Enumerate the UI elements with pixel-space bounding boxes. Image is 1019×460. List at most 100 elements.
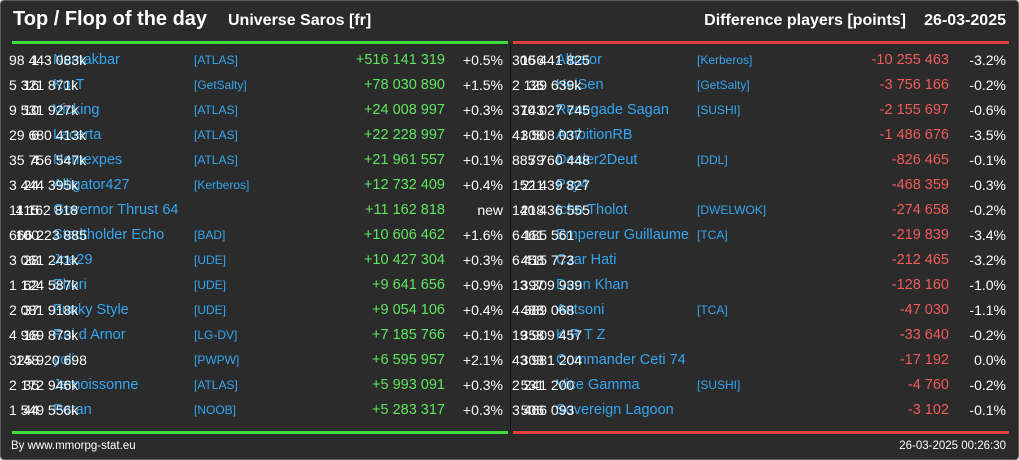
player-rank: 37	[23, 302, 39, 318]
percent-change: +1.6%	[462, 227, 503, 243]
player-points: 152 439 827	[512, 177, 590, 193]
player-name-link[interactable]: Renegade Sagan	[556, 102, 669, 118]
alliance-tag-link[interactable]: [GetSalty]	[194, 78, 247, 92]
points-difference: -3 756 166	[879, 77, 949, 93]
alliance-tag-link[interactable]: [UDE]	[194, 303, 227, 317]
points-difference: -33 640	[899, 327, 949, 343]
percent-change: +0.1%	[462, 327, 503, 343]
percent-change: -0.2%	[969, 77, 1006, 93]
alliance-tag-link[interactable]: [DDL]	[697, 153, 728, 167]
percent-change: +0.3%	[462, 252, 503, 268]
player-name-link[interactable]: Antsoni	[556, 302, 605, 318]
player-rank: 10	[23, 102, 39, 118]
alliance-tag-link[interactable]: [TCA]	[697, 303, 728, 317]
alliance-tag-link[interactable]: [NOOB]	[194, 403, 237, 417]
player-rank: 6	[31, 127, 39, 143]
alliance-tag-link[interactable]: [BAD]	[194, 228, 226, 242]
player-name-link[interactable]: Jemoissonne	[53, 377, 139, 393]
player-name-link[interactable]: Nemakbar	[53, 52, 120, 68]
player-rank: 16	[23, 77, 39, 93]
percent-change: +0.1%	[462, 152, 503, 168]
percent-change: 0.0%	[974, 352, 1006, 368]
table-row: 79 Dealer2Deut [DDL] 885 760 448 -826 465 -0.…	[512, 148, 1012, 173]
player-name-link[interactable]: Icho Tholot	[556, 202, 628, 218]
player-name-link[interactable]: yoli	[53, 352, 75, 368]
alliance-tag-link[interactable]: [LG-DV]	[194, 328, 238, 342]
table-row: 24 Alligator427 [Kerberos] 3 444 395k +12 73…	[9, 173, 509, 198]
percent-change: -3.4%	[969, 227, 1006, 243]
player-name-link[interactable]: Joe29	[53, 252, 93, 268]
alliance-tag-link[interactable]: [ATLAS]	[194, 128, 238, 142]
alliance-tag-link[interactable]: [PWPW]	[194, 353, 240, 367]
points-difference: +21 961 557	[363, 152, 445, 168]
player-name-link[interactable]: Commander Ceti 74	[556, 352, 686, 368]
alliance-tag-link[interactable]: [UDE]	[194, 253, 227, 267]
percent-change: -1.0%	[969, 277, 1006, 293]
player-points: 13 309 939	[512, 277, 583, 293]
player-points: 43 981 204	[512, 352, 583, 368]
player-name-link[interactable]: Lacerta	[53, 127, 102, 143]
percent-change: -3.2%	[969, 252, 1006, 268]
alliance-tag-link[interactable]: [ATLAS]	[194, 103, 238, 117]
alliance-tag-link[interactable]: [UDE]	[194, 278, 227, 292]
table-row: 44 Poran [NOOB] 1 549 556k +5 283 317 +0.3%	[9, 398, 509, 423]
player-name-link[interactable]: Stadtholder Echo	[53, 227, 165, 243]
alliance-tag-link[interactable]: [SUSHI]	[697, 378, 741, 392]
points-difference: +12 732 409	[363, 177, 445, 193]
player-points: 4 969 873k	[9, 327, 79, 343]
alliance-tag-link[interactable]: [Kerberos]	[697, 53, 753, 67]
player-name-link[interactable]: Poran	[53, 402, 92, 418]
player-name-link[interactable]: KurT	[53, 77, 85, 93]
points-difference: +516 141 319	[355, 52, 445, 68]
player-name-link[interactable]: Sovereign Lagoon	[556, 402, 674, 418]
footer-source: By www.mmorpg-stat.eu	[11, 440, 136, 452]
points-difference: +6 595 957	[372, 352, 445, 368]
alliance-tag-link[interactable]: [GetSalty]	[697, 78, 750, 92]
player-name-link[interactable]: Funky Style	[53, 302, 129, 318]
table-row: 148 yoli [PWPW] 325 920 698 +6 595 957 +2.1%	[9, 348, 509, 373]
player-rank: 62	[23, 277, 39, 293]
player-name-link[interactable]: Dealer2Deut	[556, 152, 638, 168]
player-name-link[interactable]: Alligator427	[53, 177, 130, 193]
points-difference: -468 359	[891, 177, 949, 193]
alliance-tag-link[interactable]: [SUSHI]	[697, 103, 741, 117]
table-row: 37 Funky Style [UDE] 2 081 918k +9 054 106 +0…	[9, 298, 509, 323]
player-rank: 35	[23, 377, 39, 393]
alliance-tag-link[interactable]: [ATLAS]	[194, 153, 238, 167]
alliance-tag-link[interactable]: [DWELWOK]	[697, 203, 767, 217]
player-name-link[interactable]: Vicking	[53, 102, 100, 118]
player-name-link[interactable]: Czar Hati	[556, 252, 617, 268]
table-row: 18 Roi d Arnor [LG-DV] 4 969 873k +7 185 766…	[9, 323, 509, 348]
player-name-link[interactable]: Governor Thrust 64	[53, 202, 179, 218]
player-rank: 303	[520, 352, 544, 368]
player-points: 1 124 587k	[9, 277, 79, 293]
player-name-link[interactable]: Vice Gamma	[556, 377, 640, 393]
alliance-tag-link[interactable]: [ATLAS]	[194, 53, 238, 67]
player-name-link[interactable]: Dunn Khan	[556, 277, 629, 293]
player-name-link[interactable]: Psy4	[556, 177, 589, 193]
alliance-tag-link[interactable]: [Kerberos]	[194, 178, 250, 192]
points-difference: -128 160	[891, 277, 949, 293]
percent-change: +0.9%	[462, 277, 503, 293]
alliance-tag-link[interactable]: [TCA]	[697, 228, 728, 242]
points-difference: -212 465	[891, 252, 949, 268]
player-name-link[interactable]: HeiSen	[556, 77, 604, 93]
player-name-link[interactable]: K R T Z	[556, 327, 606, 343]
table-row: 6 Lacerta [ATLAS] 29 680 413k +22 228 997 +0.…	[9, 123, 509, 148]
player-points: 2 129 639k	[512, 77, 582, 93]
player-name-link[interactable]: Roi d Arnor	[53, 327, 126, 343]
player-name-link[interactable]: Nemexpes	[53, 152, 123, 168]
alliance-tag-link[interactable]: [ATLAS]	[194, 378, 238, 392]
points-difference: -3 102	[907, 402, 949, 418]
player-name-link[interactable]: Albator	[556, 52, 602, 68]
table-row: 10 Vicking [ATLAS] 9 531 927k +24 008 997 +0.…	[9, 98, 509, 123]
table-row: 4 Nemexpes [ATLAS] 35 756 547k +21 961 557 +0…	[9, 148, 509, 173]
player-name-link[interactable]: Empereur Guillaume	[556, 227, 689, 243]
percent-change: +0.3%	[462, 402, 503, 418]
player-points: 35 756 547k	[9, 152, 87, 168]
player-name-link[interactable]: Ehori	[53, 277, 87, 293]
percent-change: +0.4%	[462, 177, 503, 193]
table-row: 35 Jemoissonne [ATLAS] 2 172 946k +5 993 091…	[9, 373, 509, 398]
player-name-link[interactable]: AmbitionRB	[556, 127, 633, 143]
